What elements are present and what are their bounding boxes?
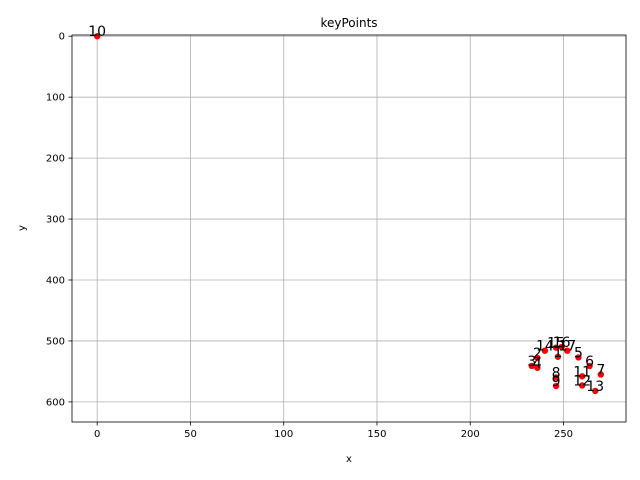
data-point-9 (552, 382, 560, 390)
point-label-16: 16 (553, 335, 571, 351)
point-label-11: 11 (573, 364, 591, 380)
data-point-7 (597, 371, 605, 378)
data-point-4 (534, 364, 541, 371)
point-label-10: 10 (88, 24, 106, 40)
point-label-3: 3 (527, 354, 536, 370)
x-axis-label: x (346, 454, 352, 465)
chart-title: keyPoints (320, 16, 377, 30)
axis-ticks: 0 50 100 150 200 250 0 100 200 300 400 500 600 (46, 32, 573, 440)
data-point-11 (578, 373, 586, 380)
data-point-1 (554, 353, 562, 360)
point-label-7: 7 (596, 362, 605, 378)
y-tick-label: 0 (59, 32, 65, 43)
data-point-15 (552, 344, 560, 351)
data-point-6 (586, 362, 593, 370)
data-point-17 (564, 347, 571, 354)
point-label-12: 12 (573, 373, 591, 389)
data-point-13 (592, 387, 599, 395)
y-tick-label: 400 (46, 275, 65, 286)
data-point-3 (528, 362, 536, 370)
point-label-13: 13 (586, 379, 604, 395)
grid-lines (72, 35, 626, 422)
point-label-9: 9 (552, 374, 561, 390)
point-label-15: 15 (547, 336, 565, 352)
point-label-4: 4 (533, 356, 542, 372)
y-tick-label: 200 (46, 154, 65, 165)
y-tick-label: 600 (46, 397, 65, 408)
y-axis-label: y (17, 225, 28, 231)
point-label-6: 6 (585, 354, 594, 370)
plot-frame (71, 34, 627, 423)
x-tick-label: 250 (554, 429, 573, 440)
point-label-2: 2 (533, 346, 542, 362)
point-label-5: 5 (574, 345, 583, 361)
y-tick-label: 300 (46, 215, 65, 226)
x-tick-label: 100 (274, 429, 293, 440)
point-label-14: 14 (536, 339, 554, 355)
data-point-8 (552, 374, 560, 381)
x-tick-label: 150 (367, 429, 386, 440)
y-tick-label: 500 (46, 336, 65, 347)
data-point-12 (578, 382, 586, 389)
data-points (93, 33, 605, 395)
y-tick-label: 100 (46, 93, 65, 104)
data-point-14 (541, 347, 549, 354)
point-label-1: 1 (553, 345, 562, 361)
x-tick-label: 50 (184, 429, 197, 440)
data-point-2 (534, 354, 541, 362)
x-tick-label: 0 (94, 429, 100, 440)
point-label-8: 8 (552, 366, 561, 382)
data-point-5 (575, 354, 582, 361)
point-label-17: 17 (558, 339, 576, 355)
x-tick-label: 200 (461, 429, 480, 440)
data-point-16 (558, 343, 565, 351)
